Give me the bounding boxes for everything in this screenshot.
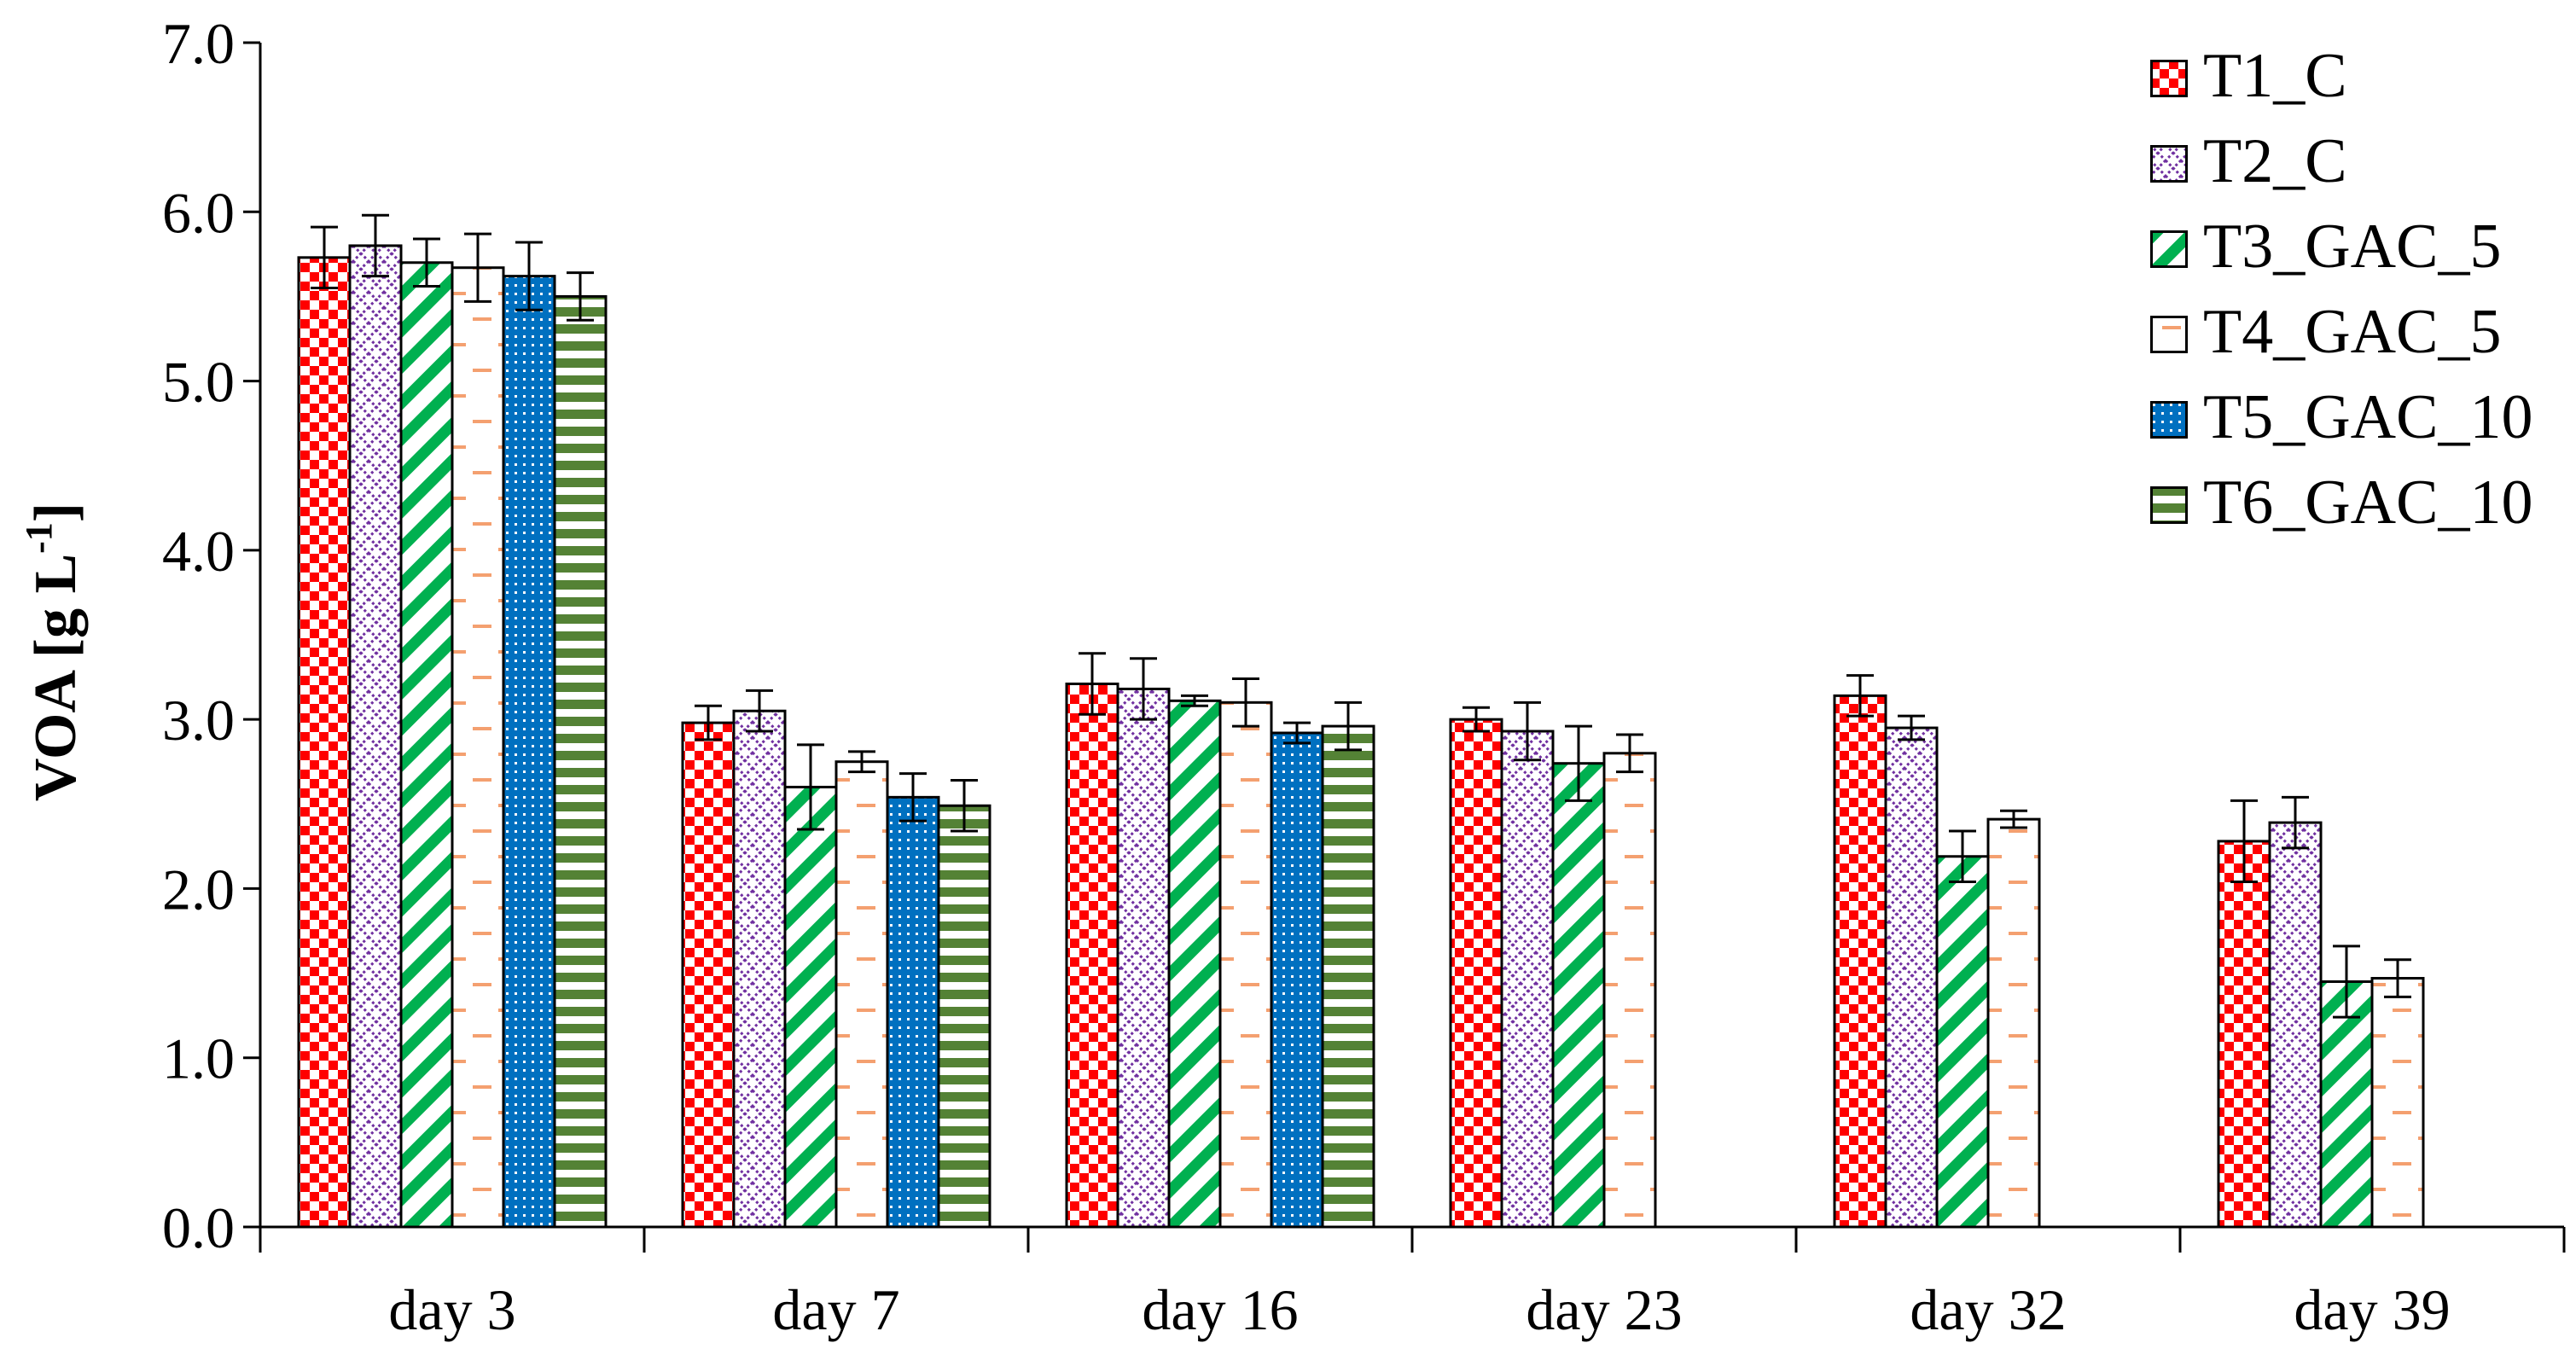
- legend-swatch: [2150, 316, 2188, 353]
- legend-item-T1_C: T1_C: [2150, 34, 2560, 119]
- legend-item-T3_GAC_5: T3_GAC_5: [2150, 205, 2560, 290]
- y-tick-label: 6.0: [162, 180, 235, 245]
- y-axis-title: VOA [g L-1]: [18, 503, 89, 801]
- x-category-label: day 23: [1526, 1277, 1682, 1342]
- legend-item-T6_GAC_10: T6_GAC_10: [2150, 461, 2560, 546]
- bar-T2_C-day-3: [348, 244, 403, 1229]
- bar-T1_C-day-23: [1449, 718, 1503, 1229]
- bar-T2_C-day-7: [732, 709, 787, 1229]
- bar-T2_C-day-16: [1116, 687, 1171, 1229]
- legend-swatch: [2150, 145, 2188, 183]
- x-category-label: day 3: [388, 1277, 515, 1342]
- legend-label: T5_GAC_10: [2203, 382, 2533, 452]
- y-tick-label: 2.0: [162, 857, 235, 921]
- bar-T3_GAC_5-day-7: [783, 785, 838, 1229]
- legend-label: T6_GAC_10: [2203, 468, 2533, 538]
- bar-T5_GAC_10-day-7: [886, 795, 940, 1229]
- x-category-label: day 32: [1910, 1277, 2066, 1342]
- bar-T5_GAC_10-day-3: [502, 275, 556, 1229]
- bar-T1_C-day-16: [1065, 683, 1119, 1229]
- bar-T1_C-day-32: [1833, 694, 1887, 1229]
- bar-T4_GAC_5-day-16: [1218, 701, 1273, 1229]
- bar-T1_C-day-39: [2217, 840, 2271, 1229]
- bar-T3_GAC_5-day-3: [399, 261, 454, 1229]
- legend-label: T1_C: [2203, 41, 2347, 111]
- bar-T4_GAC_5-day-7: [834, 760, 889, 1229]
- bar-T3_GAC_5-day-16: [1167, 699, 1222, 1229]
- y-tick-label: 0.0: [162, 1195, 235, 1260]
- bar-T4_GAC_5-day-23: [1602, 752, 1657, 1229]
- y-tick-label: 1.0: [162, 1026, 235, 1091]
- y-tick-label: 4.0: [162, 519, 235, 584]
- legend-item-T2_C: T2_C: [2150, 119, 2560, 205]
- legend-item-T4_GAC_5: T4_GAC_5: [2150, 290, 2560, 375]
- bar-T4_GAC_5-day-39: [2370, 977, 2425, 1229]
- x-category-label: day 39: [2294, 1277, 2450, 1342]
- legend-label: T4_GAC_5: [2203, 297, 2502, 367]
- legend-swatch: [2150, 486, 2188, 524]
- x-category-label: day 7: [772, 1277, 899, 1342]
- y-tick-label: 3.0: [162, 688, 235, 753]
- bar-T6_GAC_10-day-16: [1321, 724, 1375, 1229]
- bar-T4_GAC_5-day-32: [1986, 817, 2041, 1229]
- bar-T3_GAC_5-day-32: [1935, 855, 1990, 1229]
- bar-T4_GAC_5-day-3: [451, 266, 505, 1229]
- bar-T3_GAC_5-day-23: [1551, 762, 1606, 1229]
- y-tick-label: 5.0: [162, 350, 235, 415]
- x-category-label: day 16: [1142, 1277, 1298, 1342]
- bar-T2_C-day-39: [2268, 821, 2323, 1229]
- legend-label: T2_C: [2203, 126, 2347, 196]
- bar-T6_GAC_10-day-7: [937, 804, 991, 1229]
- bar-T1_C-day-3: [297, 256, 352, 1229]
- bar-T2_C-day-32: [1884, 726, 1939, 1229]
- legend-swatch: [2150, 60, 2188, 97]
- legend-label: T3_GAC_5: [2203, 212, 2502, 282]
- bar-T6_GAC_10-day-3: [553, 294, 608, 1229]
- y-tick-label: 7.0: [162, 11, 235, 76]
- legend-swatch: [2150, 230, 2188, 268]
- legend-swatch: [2150, 401, 2188, 439]
- bar-T2_C-day-23: [1500, 730, 1555, 1229]
- bar-T5_GAC_10-day-16: [1270, 731, 1324, 1229]
- bar-T1_C-day-7: [681, 721, 736, 1229]
- legend-item-T5_GAC_10: T5_GAC_10: [2150, 375, 2560, 461]
